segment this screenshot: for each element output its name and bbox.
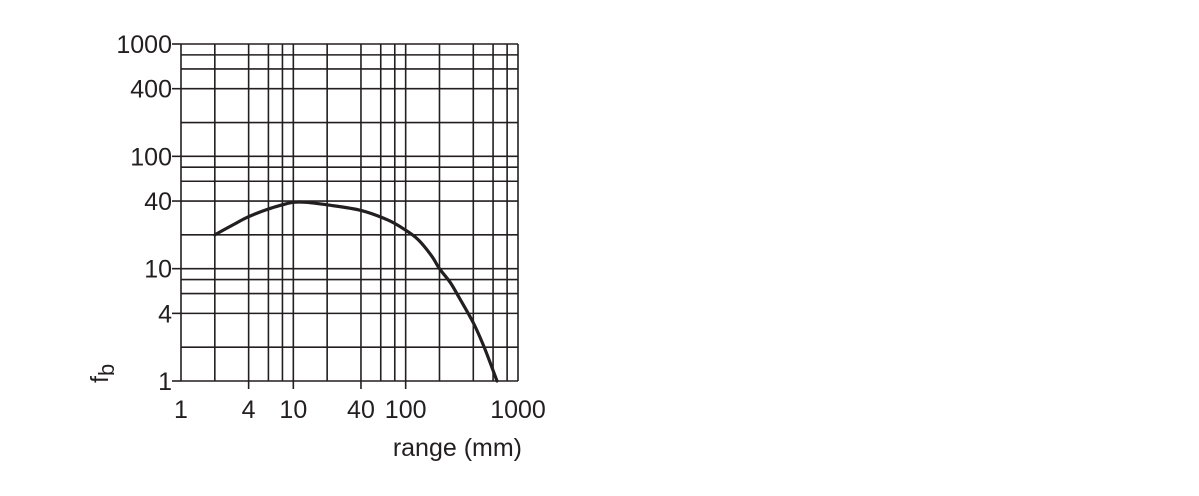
y-axis-label-subscript: b: [94, 364, 119, 376]
y-axis-tick-labels: 1000 400 100 40 10 4 1: [116, 31, 172, 396]
x-axis-tick-labels: 1 4 10 40 100 1000: [174, 396, 546, 424]
y-tick-label: 100: [130, 143, 172, 171]
y-tick-label: 40: [144, 188, 172, 216]
x-tick-label: 100: [385, 396, 427, 424]
y-tick-label: 4: [158, 300, 172, 328]
x-tick-label: 10: [279, 396, 307, 424]
y-tick-label: 10: [144, 256, 172, 284]
axis-ticks: [172, 43, 407, 389]
x-tick-label: 1: [174, 396, 188, 424]
data-curve: [213, 200, 499, 383]
y-axis-label: fb: [86, 364, 119, 383]
y-tick-label: 1000: [116, 31, 172, 59]
plot-grid: [180, 43, 519, 382]
x-tick-label: 4: [242, 396, 256, 424]
x-tick-label: 1000: [490, 396, 546, 424]
y-axis-label-main: f: [86, 376, 114, 383]
y-tick-label: 1: [158, 368, 172, 396]
x-axis-label: range (mm): [393, 434, 522, 462]
y-tick-label: 400: [130, 76, 172, 104]
x-tick-label: 40: [347, 396, 375, 424]
